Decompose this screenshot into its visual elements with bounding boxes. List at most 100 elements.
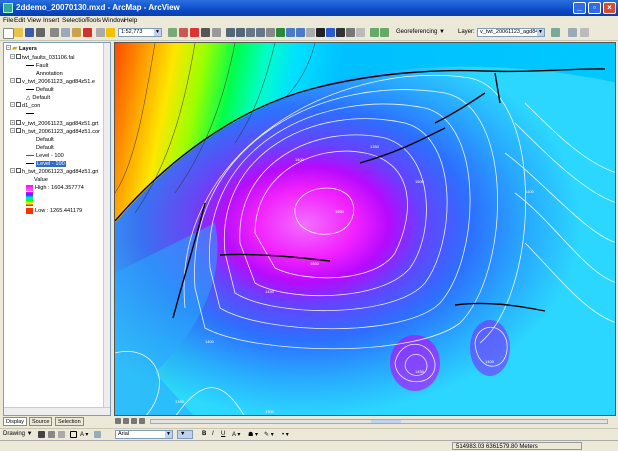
zoom-in-icon[interactable] bbox=[226, 28, 235, 37]
georef-fit-icon[interactable] bbox=[380, 28, 389, 37]
new-icon[interactable] bbox=[3, 28, 14, 39]
italic-button[interactable]: I bbox=[212, 431, 214, 437]
toc-vertical-scrollbar[interactable] bbox=[103, 43, 110, 415]
checkbox-checked-icon[interactable] bbox=[16, 54, 21, 60]
copy-icon[interactable] bbox=[61, 28, 70, 37]
maximize-button[interactable]: ▫ bbox=[588, 2, 601, 14]
menu-edit[interactable]: Edit bbox=[14, 17, 26, 24]
editor-icon[interactable] bbox=[168, 28, 177, 37]
toc-layer-item[interactable]: − h_twt_20061123_agd84z51.cor bbox=[10, 128, 100, 136]
font-size-combo[interactable]: ▼ bbox=[177, 430, 193, 439]
toc-legend-item: Level - 100 bbox=[26, 152, 64, 160]
checkbox-unchecked-icon[interactable] bbox=[16, 78, 21, 84]
layer-combo[interactable]: v_twt_20061123_agd84z51 ▼ bbox=[477, 28, 545, 37]
rotate-icon[interactable] bbox=[48, 431, 55, 438]
pan-icon[interactable] bbox=[266, 28, 275, 37]
rectangle-icon[interactable] bbox=[70, 431, 77, 438]
text-tool-icon[interactable]: A ▾ bbox=[80, 432, 89, 438]
print-icon[interactable] bbox=[36, 28, 45, 37]
map-horizontal-scrollbar[interactable] bbox=[150, 419, 608, 424]
command-line-icon[interactable] bbox=[190, 28, 199, 37]
checkbox-checked-icon[interactable] bbox=[16, 102, 21, 108]
scroll-thumb[interactable] bbox=[371, 420, 401, 423]
undo-icon[interactable] bbox=[96, 28, 105, 37]
measure-icon[interactable] bbox=[346, 28, 355, 37]
select-elements-icon[interactable] bbox=[316, 28, 325, 37]
select-features-icon[interactable] bbox=[306, 28, 315, 37]
forward-extent-icon[interactable] bbox=[296, 28, 305, 37]
menu-selection[interactable]: Selection bbox=[62, 17, 89, 24]
menu-bar: File Edit View Insert Selection Tools Wi… bbox=[0, 16, 618, 26]
refresh-icon[interactable] bbox=[131, 418, 137, 424]
collapse-icon[interactable]: − bbox=[6, 45, 11, 51]
minimize-button[interactable]: _ bbox=[573, 2, 586, 14]
menu-view[interactable]: View bbox=[27, 17, 41, 24]
georef-viewer-icon[interactable] bbox=[370, 28, 379, 37]
whats-this-icon[interactable] bbox=[212, 28, 221, 37]
map-scale-combo[interactable]: 1:52,773 ▼ bbox=[118, 28, 162, 37]
fixed-zoom-in-icon[interactable] bbox=[246, 28, 255, 37]
tab-selection[interactable]: Selection bbox=[55, 417, 84, 426]
toc-layer-item[interactable]: − v_twt_20061123_agd84z51.e bbox=[10, 78, 95, 86]
save-icon[interactable] bbox=[25, 28, 34, 37]
back-extent-icon[interactable] bbox=[286, 28, 295, 37]
font-name-combo[interactable]: Arial ▼ bbox=[115, 430, 173, 439]
map-canvas[interactable]: 1400 1350 1500 1550 1450 1400 1550 1400 … bbox=[115, 43, 616, 416]
line-color-icon[interactable]: ✎ ▾ bbox=[264, 432, 274, 438]
close-button[interactable]: × bbox=[603, 2, 616, 14]
georeferencing-menu[interactable]: Georeferencing ▼ bbox=[396, 29, 445, 35]
toc-layer-item[interactable]: − h_twt_20061123_agd84z51.gri bbox=[10, 168, 98, 176]
zoom-out-icon[interactable] bbox=[236, 28, 245, 37]
marker-color-icon[interactable]: • ▾ bbox=[282, 432, 289, 438]
select-elements-icon[interactable] bbox=[38, 431, 45, 438]
bold-button[interactable]: B bbox=[202, 431, 207, 437]
arccatalog-icon[interactable] bbox=[201, 28, 210, 37]
toc-legend-item-selected[interactable]: Level - 100 bbox=[26, 160, 66, 168]
menu-window[interactable]: Window bbox=[102, 17, 126, 24]
arctoolbox-icon[interactable] bbox=[179, 28, 188, 37]
delete-icon[interactable] bbox=[83, 28, 92, 37]
rotate-icon[interactable] bbox=[551, 28, 560, 37]
toc-layer-item[interactable]: − twt_faults_031106.fal bbox=[10, 54, 74, 62]
identify-icon[interactable] bbox=[326, 28, 335, 37]
menu-insert[interactable]: Insert bbox=[43, 17, 60, 24]
tab-display[interactable]: Display bbox=[3, 417, 28, 426]
menu-file[interactable]: File bbox=[3, 17, 14, 24]
add-data-icon[interactable] bbox=[106, 28, 115, 37]
toc-layers-root[interactable]: − ▰ Layers bbox=[6, 45, 37, 53]
link-table-icon[interactable] bbox=[580, 28, 589, 37]
paste-icon[interactable] bbox=[72, 28, 81, 37]
collapse-icon[interactable]: − bbox=[10, 102, 15, 108]
menu-tools[interactable]: Tools bbox=[86, 17, 102, 24]
find-icon[interactable] bbox=[336, 28, 345, 37]
cut-icon[interactable] bbox=[50, 28, 59, 37]
menu-help[interactable]: Help bbox=[124, 17, 138, 24]
toc-horizontal-scrollbar[interactable] bbox=[4, 407, 110, 415]
open-icon[interactable] bbox=[14, 28, 23, 37]
zoom-to-selected-icon[interactable] bbox=[58, 431, 65, 438]
underline-button[interactable]: U bbox=[221, 431, 226, 437]
data-view-icon[interactable] bbox=[115, 418, 121, 424]
collapse-icon[interactable]: − bbox=[10, 54, 15, 60]
toc-layer-item[interactable]: + v_twt_20061123_agd84z51.grt bbox=[10, 120, 98, 128]
drawing-menu[interactable]: Drawing ▼ bbox=[3, 431, 33, 437]
font-color-icon[interactable]: A ▾ bbox=[232, 432, 241, 438]
layout-view-icon[interactable] bbox=[123, 418, 129, 424]
map-view[interactable]: 1400 1350 1500 1550 1450 1400 1550 1400 … bbox=[114, 42, 616, 416]
checkbox-checked-icon[interactable] bbox=[16, 168, 21, 174]
edit-vertices-icon[interactable] bbox=[94, 431, 101, 438]
collapse-icon[interactable]: − bbox=[10, 168, 15, 174]
checkbox-checked-icon[interactable] bbox=[16, 128, 21, 134]
hyperlink-icon[interactable] bbox=[356, 28, 365, 37]
add-control-points-icon[interactable] bbox=[568, 28, 577, 37]
collapse-icon[interactable]: − bbox=[10, 128, 15, 134]
collapse-icon[interactable]: − bbox=[10, 78, 15, 84]
fill-color-icon[interactable]: ☗ ▾ bbox=[248, 432, 259, 438]
fixed-zoom-out-icon[interactable] bbox=[256, 28, 265, 37]
full-extent-icon[interactable] bbox=[276, 28, 285, 37]
tab-source[interactable]: Source bbox=[29, 417, 53, 426]
pause-drawing-icon[interactable] bbox=[139, 418, 145, 424]
expand-icon[interactable]: + bbox=[10, 120, 15, 126]
toc-layer-item[interactable]: − d1_con bbox=[10, 102, 40, 110]
checkbox-unchecked-icon[interactable] bbox=[16, 120, 21, 126]
